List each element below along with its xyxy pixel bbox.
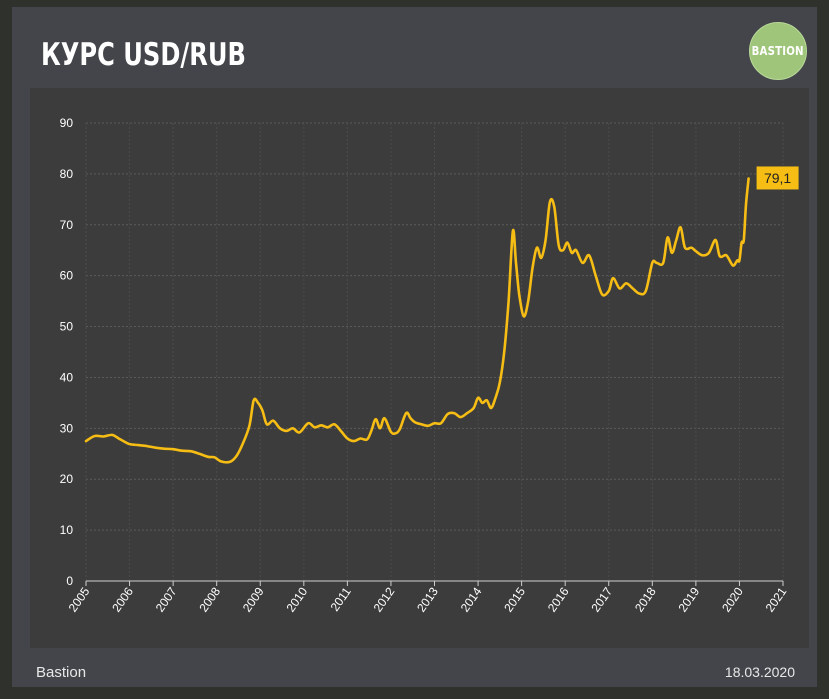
y-tick-label: 50 — [60, 320, 74, 334]
y-tick-label: 10 — [60, 523, 74, 537]
x-tick-label: 2016 — [545, 584, 572, 614]
x-tick-label: 2020 — [719, 584, 746, 614]
x-tick-label: 2011 — [328, 584, 354, 613]
logo-text: BASTION — [751, 44, 805, 58]
x-tick-label: 2018 — [632, 584, 659, 614]
x-tick-label: 2017 — [588, 584, 615, 614]
chart-card: КУРС USD/RUB BASTION 0 10 20 30 40 50 60 70 80 90… — [12, 7, 817, 687]
x-tick-label: 2013 — [414, 584, 441, 614]
bastion-logo: BASTION — [749, 22, 807, 80]
last-value-badge — [756, 166, 799, 190]
x-tick-label: 2021 — [763, 584, 790, 614]
y-tick-label: 60 — [60, 269, 74, 283]
y-tick-label: 20 — [60, 472, 74, 486]
y-tick-label: 40 — [60, 370, 74, 384]
y-tick-label: 0 — [66, 574, 73, 588]
x-tick-label: 2007 — [153, 584, 180, 614]
chart-panel: 0 10 20 30 40 50 60 70 80 90 2005 2006 2007 2008 2009 2… — [30, 88, 809, 648]
x-tick-label: 2009 — [240, 584, 267, 614]
x-tick-label: 2008 — [196, 584, 223, 614]
x-tick-label: 2012 — [371, 584, 398, 614]
page-title: КУРС USD/RUB — [41, 37, 246, 73]
x-tick-label: 2005 — [66, 584, 93, 614]
x-tick-label: 2019 — [676, 584, 703, 614]
y-tick-label: 70 — [60, 218, 74, 232]
last-value-label: 79,1 — [764, 170, 791, 186]
y-tick-label: 80 — [60, 167, 74, 181]
x-tick-label: 2010 — [283, 584, 310, 614]
y-tick-label: 90 — [60, 116, 74, 130]
x-tick-label: 2015 — [501, 584, 528, 614]
line-chart: 0 10 20 30 40 50 60 70 80 90 2005 2006 2007 2008 2009 2… — [60, 116, 799, 615]
x-tick-label: 2014 — [458, 584, 485, 614]
source-label: Bastion — [36, 664, 87, 681]
x-tick-label: 2006 — [109, 584, 136, 614]
usd-rub-series-line — [84, 177, 750, 464]
date-label: 18.03.2020 — [724, 664, 795, 680]
y-tick-label: 30 — [60, 421, 74, 435]
